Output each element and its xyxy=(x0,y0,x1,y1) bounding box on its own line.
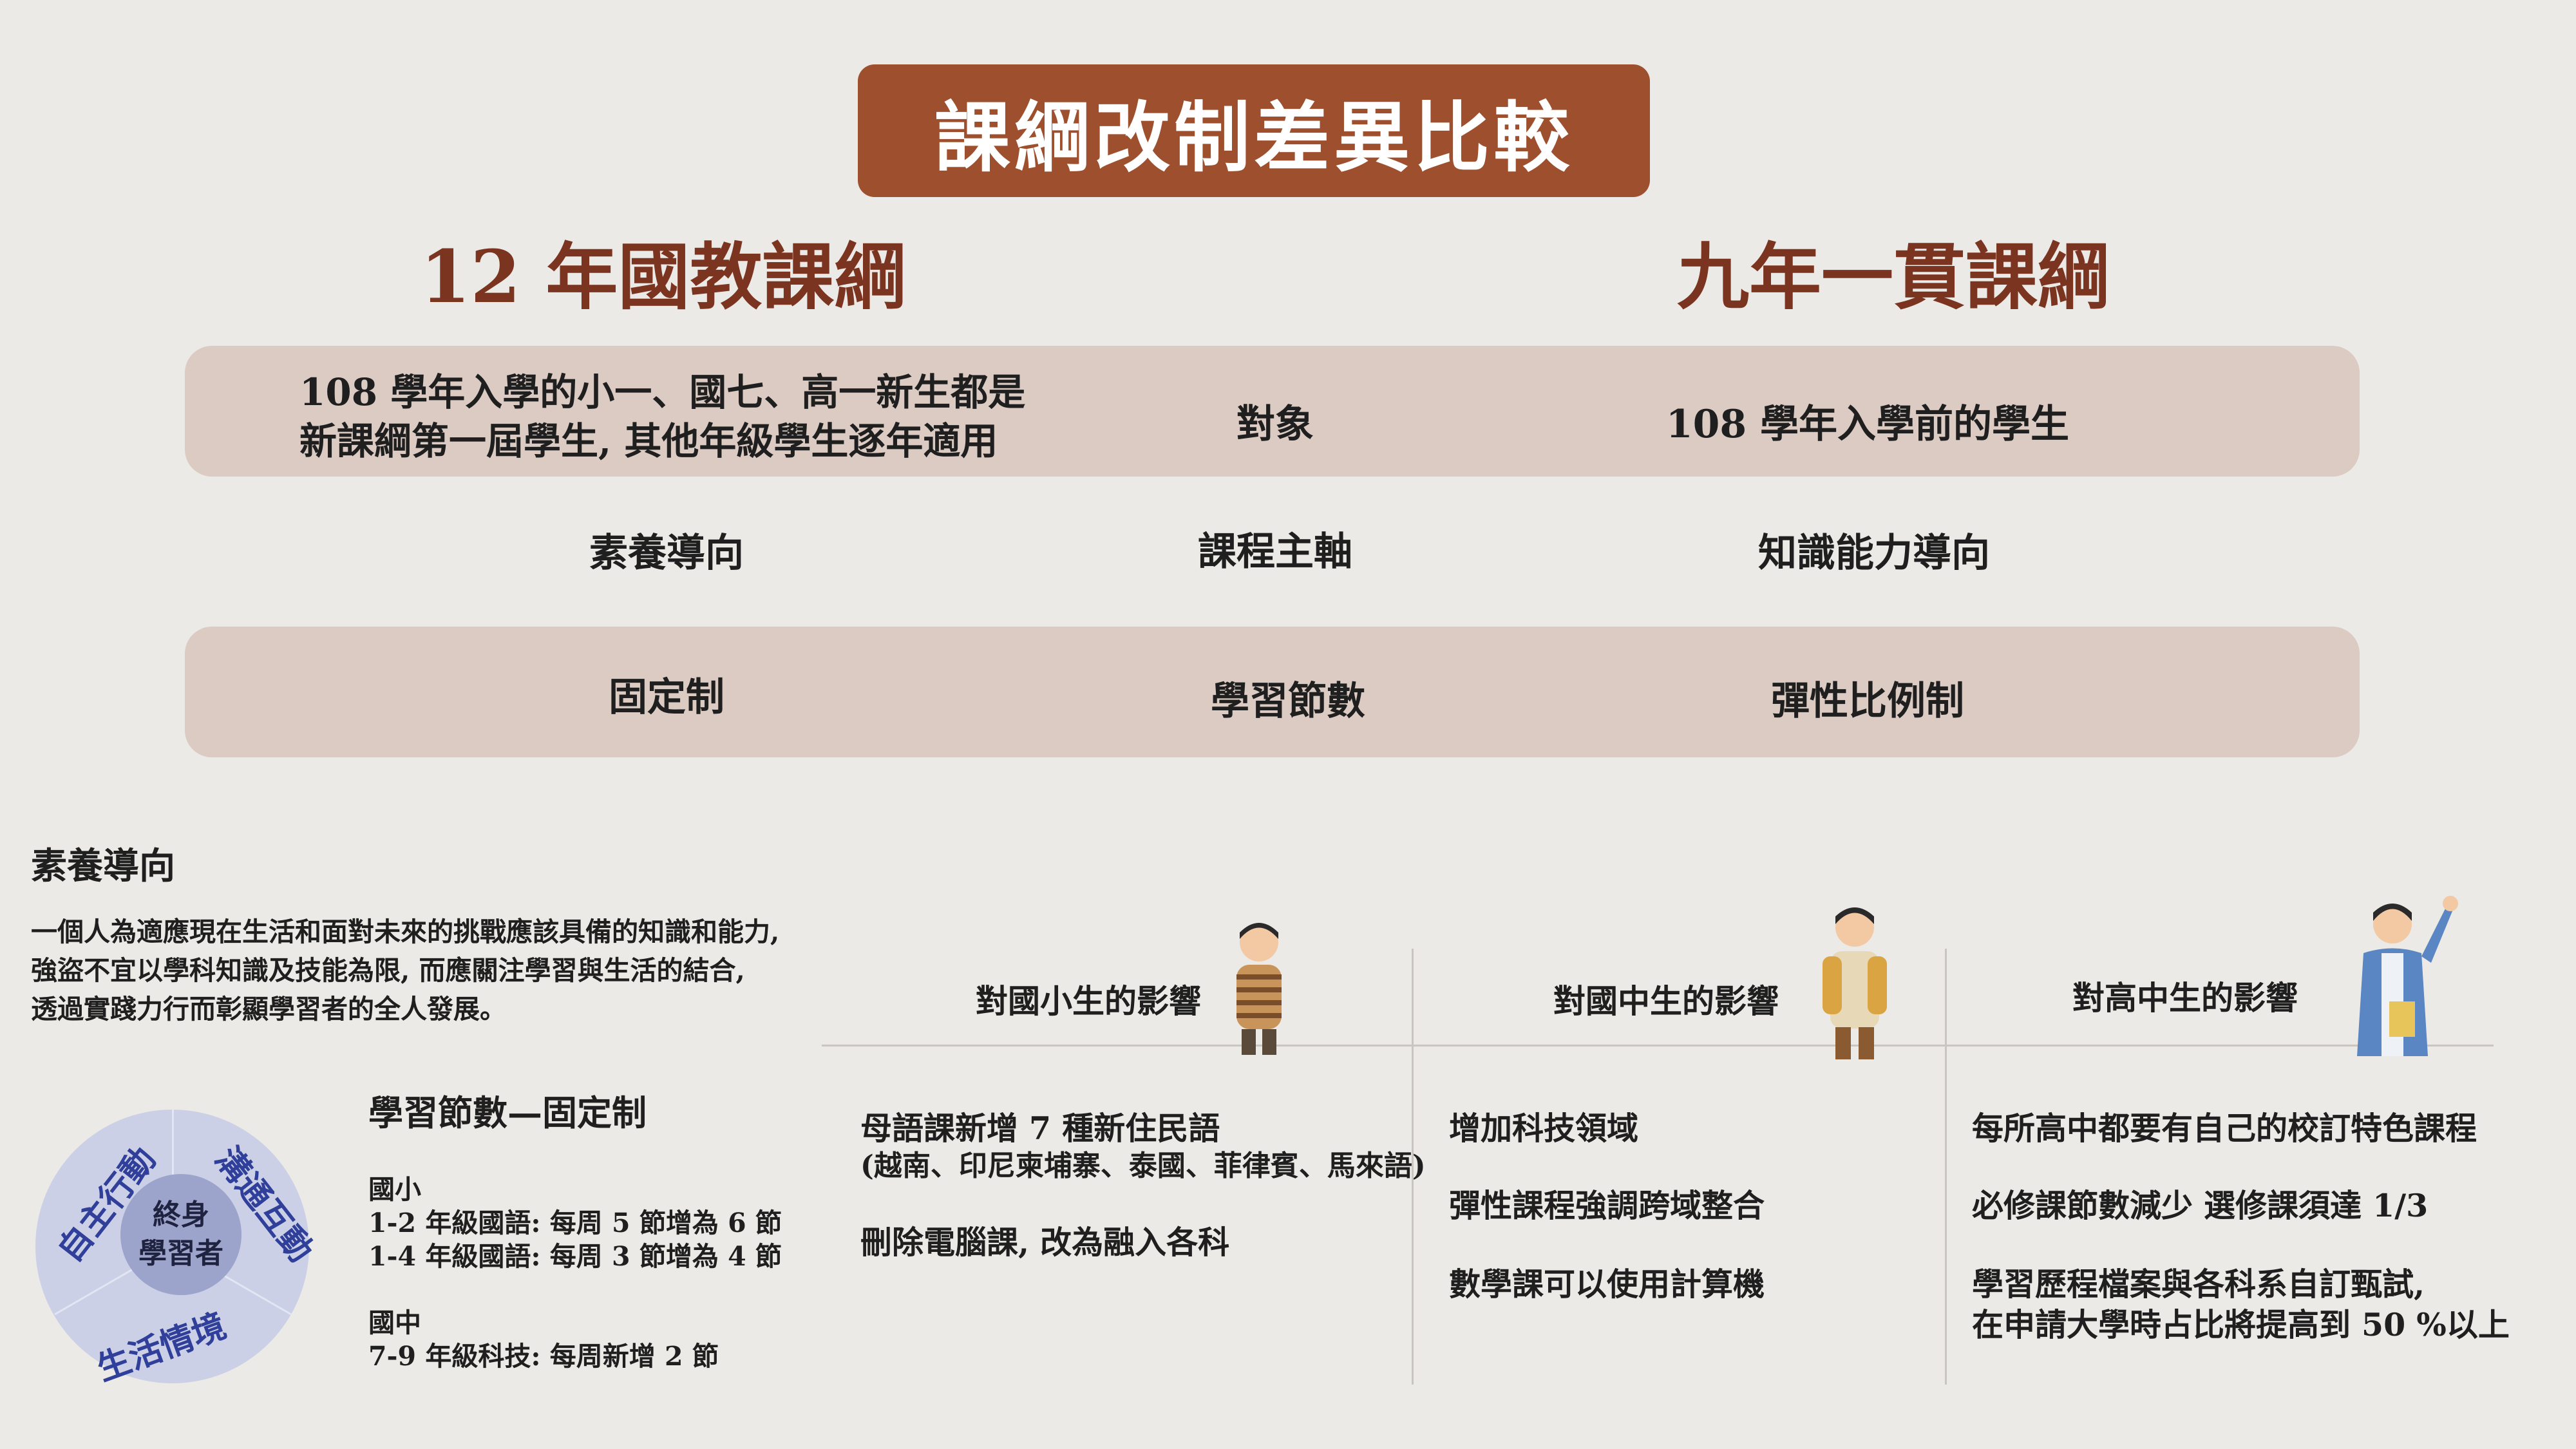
impact-heading-junior: 對國中生的影響 xyxy=(1553,982,1779,1020)
definition-title: 素養導向 xyxy=(31,845,175,887)
title-banner: 課綱改制差異比較 xyxy=(858,64,1650,197)
row-target-right: 108 學年入學前的學生 xyxy=(1665,402,2070,447)
impact-item: 增加科技領域 xyxy=(1449,1110,1639,1147)
comparison-row-band xyxy=(185,346,2360,477)
core-label: 終身 xyxy=(153,1198,209,1231)
competency-core: 終身 學習者 xyxy=(120,1174,242,1295)
impact-item: 學習歷程檔案與各科系自訂甄試, xyxy=(1972,1265,2425,1303)
impact-item: 刪除電腦課, 改為融入各科 xyxy=(860,1224,1230,1261)
row-target-criterion: 對象 xyxy=(1236,402,1314,447)
row-target-left: 108 學年入學的小一、國七、高一新生都是 新課綱第一屆學生, 其他年級學生逐年… xyxy=(299,368,1025,466)
lessons-line: 1-4 年級國語: 每周 3 節增為 4 節 xyxy=(368,1241,782,1272)
row-lessons-left: 固定制 xyxy=(609,675,724,720)
row-target-left-line: 108 學年入學的小一、國七、高一新生都是 xyxy=(299,370,1026,414)
lessons-line: 國中 xyxy=(368,1307,421,1338)
impact-heading-senior: 對高中生的影響 xyxy=(2072,979,2298,1017)
row-axis-criterion: 課程主軸 xyxy=(1198,529,1352,574)
row-lessons-right: 彈性比例制 xyxy=(1771,679,1964,724)
column-heading-9-year: 九年一貫課綱 xyxy=(1677,235,2110,319)
row-axis-right: 知識能力導向 xyxy=(1758,531,1990,576)
impact-divider xyxy=(822,1045,2494,1046)
comparison-row-band xyxy=(185,627,2360,757)
impact-item: 母語課新增 7 種新住民語 xyxy=(860,1110,1220,1147)
lessons-title: 學習節數—固定制 xyxy=(368,1092,647,1133)
boy-student-illustration xyxy=(1236,923,1282,1055)
impact-item: 必修課節數減少 選修課須達 1/3 xyxy=(1972,1187,2429,1224)
impact-heading-elementary: 對國小生的影響 xyxy=(976,982,1201,1020)
definition-line: 一個人為適應現在生活和面對未來的挑戰應該具備的知識和能力, xyxy=(31,916,780,947)
core-label: 學習者 xyxy=(138,1237,223,1270)
senior-student-illustration xyxy=(2357,896,2458,1056)
impact-item: 在申請大學時占比將提高到 50 %以上 xyxy=(1972,1306,2510,1343)
column-heading-12-year: 12 年國教課綱 xyxy=(420,235,907,319)
impact-column-divider xyxy=(1945,949,1947,1385)
row-lessons-criterion: 學習節數 xyxy=(1211,679,1365,724)
impact-item: 彈性課程強調跨域整合 xyxy=(1449,1187,1765,1224)
impact-column-divider xyxy=(1412,949,1414,1385)
lessons-line: 國小 xyxy=(368,1174,421,1205)
impact-item: 數學課可以使用計算機 xyxy=(1449,1265,1765,1303)
impact-item-detail: (越南、印尼柬埔寨、泰國、菲律賓、馬來語) xyxy=(860,1150,1426,1182)
page-title: 課綱改制差異比較 xyxy=(934,92,1573,182)
row-target-left-line: 新課綱第一屆學生, 其他年級學生逐年適用 xyxy=(299,419,998,463)
lessons-line: 7-9 年級科技: 每周新增 2 節 xyxy=(368,1341,719,1372)
junior-student-illustration xyxy=(1823,907,1887,1059)
definition-line: 透過實踐力行而彰顯學習者的全人發展。 xyxy=(31,994,506,1025)
definition-line: 強盜不宜以學科知識及技能為限, 而應關注學習與生活的結合, xyxy=(31,955,745,986)
impact-item: 每所高中都要有自己的校訂特色課程 xyxy=(1972,1110,2477,1147)
row-axis-left: 素養導向 xyxy=(589,531,744,576)
lessons-line: 1-2 年級國語: 每周 5 節增為 6 節 xyxy=(368,1208,782,1238)
